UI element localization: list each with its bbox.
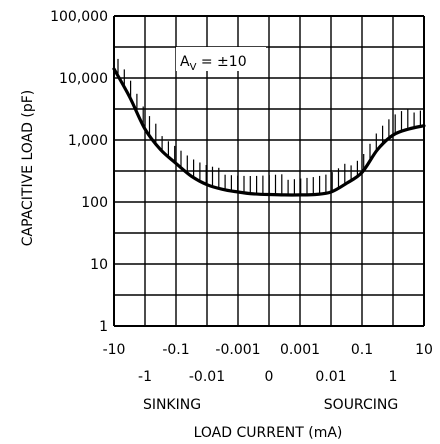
y-tick-label: 10,000 (59, 71, 108, 87)
x-tick-label: -10 (103, 342, 126, 358)
x-tick-label: 0.01 (315, 369, 346, 385)
x-tick-label: 0.1 (351, 342, 373, 358)
x-tick-label: 10 (415, 342, 433, 358)
grid (113, 15, 425, 327)
y-tick-label: 100,000 (50, 9, 108, 25)
y-tick-label: 10 (90, 257, 108, 273)
x-tick-label: 1 (389, 369, 398, 385)
y-tick-labels: 1 10 100 1,000 10,000 100,000 (50, 9, 108, 335)
x-tick-label: -1 (138, 369, 152, 385)
x-tick-label: -0.01 (189, 369, 225, 385)
gain-annotation-symbol: A (180, 54, 190, 70)
x-tick-label: -0.1 (162, 342, 189, 358)
sinking-label: SINKING (143, 397, 201, 413)
y-axis-title: CAPACITIVE LOAD (pF) (20, 90, 36, 246)
x-tick-label: 0.001 (280, 342, 320, 358)
x-tick-label: -0.001 (215, 342, 260, 358)
gain-annotation-subscript: V (190, 62, 197, 73)
gain-annotation: AV = ±10 (176, 47, 266, 73)
x-tick-labels: -10 -0.1 -0.001 0.001 0.1 10 -1 -0.01 0 0.01 1 (103, 342, 433, 385)
sourcing-label: SOURCING (324, 397, 398, 413)
y-tick-label: 100 (81, 195, 108, 211)
gain-annotation-box (176, 47, 266, 71)
x-tick-label: 0 (265, 369, 274, 385)
svg-text:AV = ±10: AV = ±10 (180, 54, 247, 73)
stability-boundary-line (112, 67, 426, 197)
y-tick-label: 1,000 (68, 133, 108, 149)
x-axis-title: LOAD CURRENT (mA) (194, 425, 343, 441)
gain-annotation-value: = ±10 (196, 54, 246, 70)
unstable-region-hatching (117, 58, 421, 195)
y-tick-label: 1 (99, 319, 108, 335)
